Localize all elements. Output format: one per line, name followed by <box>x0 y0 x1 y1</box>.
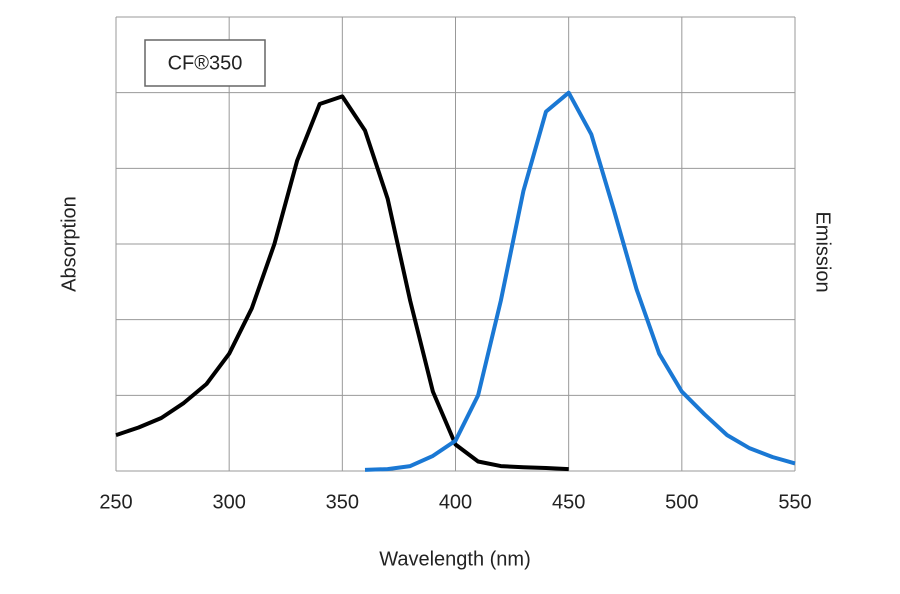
y2-axis-label: Emission <box>812 211 834 292</box>
series-line <box>364 90 796 472</box>
x-tick-label: 500 <box>665 491 698 513</box>
y-axis-label: Absorption <box>58 196 80 292</box>
x-tick-label: 400 <box>439 491 472 513</box>
x-tick-label: 350 <box>326 491 359 513</box>
x-tick-label: 550 <box>778 491 811 513</box>
x-tick-label: 300 <box>212 491 245 513</box>
x-tick-label: 450 <box>552 491 585 513</box>
x-tick-label: 250 <box>99 491 132 513</box>
series-line <box>115 94 569 472</box>
annotation-box <box>144 39 266 87</box>
x-axis-label: Wavelength (nm) <box>379 548 531 570</box>
annotation: CF®350 <box>168 52 243 74</box>
